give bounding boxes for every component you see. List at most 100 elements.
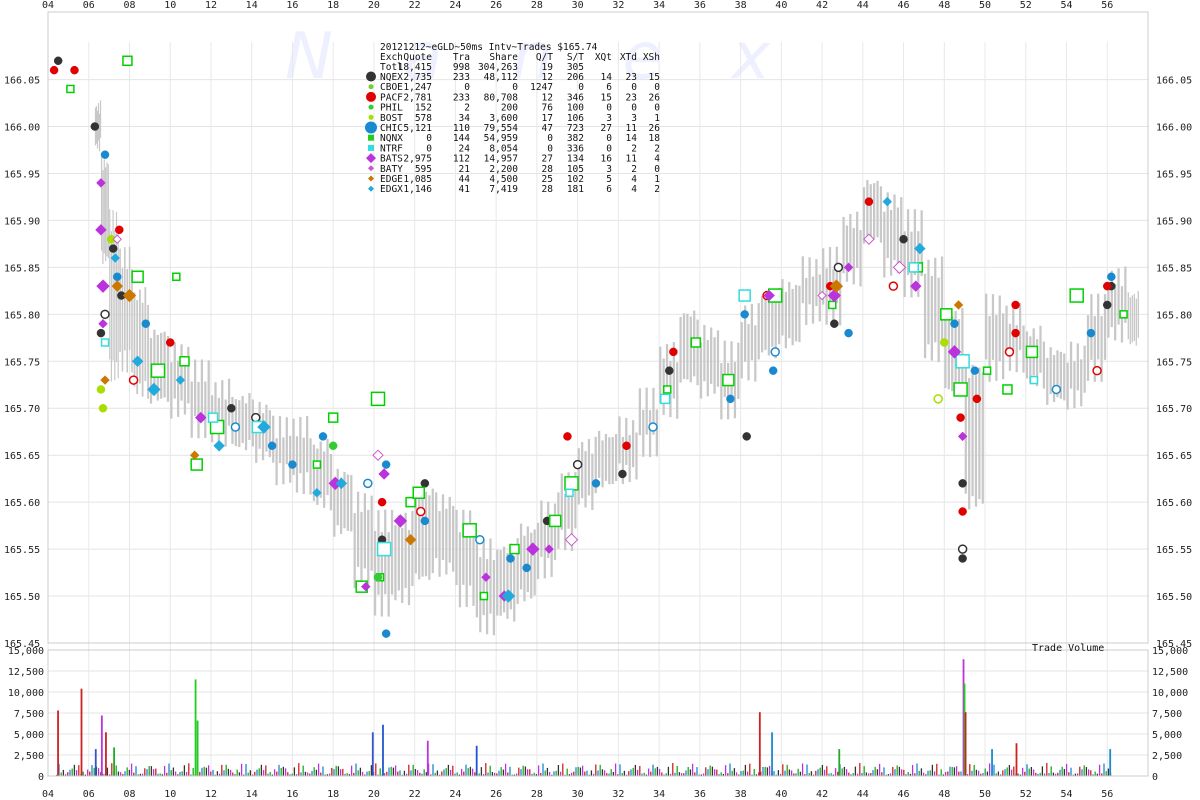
volume-bar <box>238 772 241 776</box>
volume-bar <box>522 765 524 776</box>
volume-bar <box>914 773 916 776</box>
legend-row-edgx-cell: 28 <box>542 184 554 195</box>
volume-bar <box>621 773 623 776</box>
volume-bar <box>1028 768 1030 776</box>
volume-bar <box>709 765 711 776</box>
volume-bar <box>894 769 896 776</box>
price-range-bar <box>516 538 519 604</box>
volume-bar <box>559 771 562 776</box>
trade-marker-pacf <box>416 506 426 517</box>
price-range-bar <box>743 305 747 362</box>
volume-spike <box>426 740 429 776</box>
price-range-bar <box>553 503 557 560</box>
price-range-bar <box>153 329 156 396</box>
volume-bar <box>1054 773 1057 776</box>
trade-marker-chic <box>363 478 373 489</box>
volume-bar <box>676 765 678 776</box>
price-tick-label-right: 165.45 <box>1156 639 1192 650</box>
legend-row-phil-cell: 0 <box>631 103 637 114</box>
volume-bar <box>518 767 520 776</box>
price-range-bar <box>788 281 791 339</box>
price-range-bar <box>316 448 319 505</box>
legend-row-nqnx-cell: 18 <box>649 133 661 144</box>
volume-bar <box>221 764 223 776</box>
price-range-bar <box>862 187 866 244</box>
trade-marker-baty <box>372 449 384 461</box>
legend-row-nqex-cell: 14 <box>601 72 613 83</box>
trade-marker-nqnx <box>150 363 166 378</box>
legend-row-chic-cell: 26 <box>649 123 661 134</box>
price-range-bar <box>513 555 516 622</box>
legend-row-baty-cell: 595 <box>415 164 432 175</box>
time-tick-label-top: 10 <box>164 0 176 11</box>
volume-bar <box>1107 768 1110 776</box>
legend-row-nqnx-cell: 0 <box>606 133 612 144</box>
price-range-bar <box>106 162 108 257</box>
volume-bar <box>276 771 278 776</box>
price-range-bar <box>448 496 451 563</box>
volume-spike <box>771 732 773 776</box>
volume-bar <box>172 767 175 776</box>
time-tick-label-top: 50 <box>979 0 991 11</box>
legend-row-ntrf-cell: 0 <box>426 143 432 154</box>
price-range-bar <box>750 303 754 361</box>
volume-bar <box>573 771 575 776</box>
volume-bar <box>474 772 476 776</box>
trade-marker-edge <box>122 288 137 303</box>
trade-marker-bats <box>96 279 110 293</box>
price-tick-label-right: 165.85 <box>1156 263 1192 274</box>
legend-row-edge-cell: 44 <box>459 174 471 185</box>
price-range-bar <box>105 167 107 262</box>
legend-row-edgx-cell: 1,146 <box>403 184 432 195</box>
price-range-bar <box>777 287 781 345</box>
legend-row-phil-cell: 200 <box>501 103 518 114</box>
trade-marker-nqex <box>1103 300 1112 310</box>
volume-bar <box>537 765 540 776</box>
volume-bar <box>980 773 982 776</box>
time-tick-label-bottom: 44 <box>857 789 869 800</box>
volume-bar <box>133 772 135 776</box>
price-range-bar <box>1076 343 1079 391</box>
legend-row-bost-cell: 3 <box>631 113 637 124</box>
volume-bar <box>863 766 865 776</box>
legend-row-chic-cell: CHIC <box>380 123 403 134</box>
volume-bar <box>903 769 905 776</box>
price-range-bar <box>241 395 244 443</box>
volume-bar <box>370 765 373 776</box>
trade-marker-baty <box>863 233 875 245</box>
price-range-bar <box>530 532 533 599</box>
time-tick-label-bottom: 24 <box>449 789 461 800</box>
volume-bar <box>1024 771 1026 776</box>
volume-bar <box>419 772 421 776</box>
legend-row-pacf-cell: 12 <box>542 92 553 103</box>
trade-marker-bost <box>940 338 949 347</box>
trade-marker-chic <box>726 394 735 404</box>
price-range-bar <box>893 194 896 261</box>
volume-bar <box>447 764 450 776</box>
volume-spike <box>100 715 103 776</box>
volume-bar <box>82 771 84 776</box>
legend-row-bost-cell: 34 <box>459 113 471 124</box>
trade-marker-bats <box>393 514 408 528</box>
price-range-bar <box>710 327 713 384</box>
price-range-bar <box>923 273 927 359</box>
price-range-bar <box>1110 270 1113 328</box>
volume-bar <box>181 771 183 776</box>
price-tick-label-right: 165.90 <box>1156 216 1192 227</box>
price-range-bar <box>99 100 102 138</box>
price-range-bar <box>679 316 682 383</box>
volume-bar <box>900 769 903 776</box>
volume-bar <box>295 774 298 776</box>
legend-header-cell: XTd <box>620 52 637 63</box>
trade-marker-nqex <box>833 262 844 273</box>
trade-marker-chic <box>420 516 430 526</box>
price-range-bar <box>733 361 737 419</box>
volume-bar <box>306 772 309 776</box>
volume-bar <box>821 764 824 776</box>
price-range-bar <box>138 289 141 384</box>
trade-marker-edgx <box>335 477 348 490</box>
price-range-bar <box>791 288 794 346</box>
legend-total-cell: 18,415 <box>398 62 432 73</box>
trade-marker-pacf <box>1092 365 1102 376</box>
